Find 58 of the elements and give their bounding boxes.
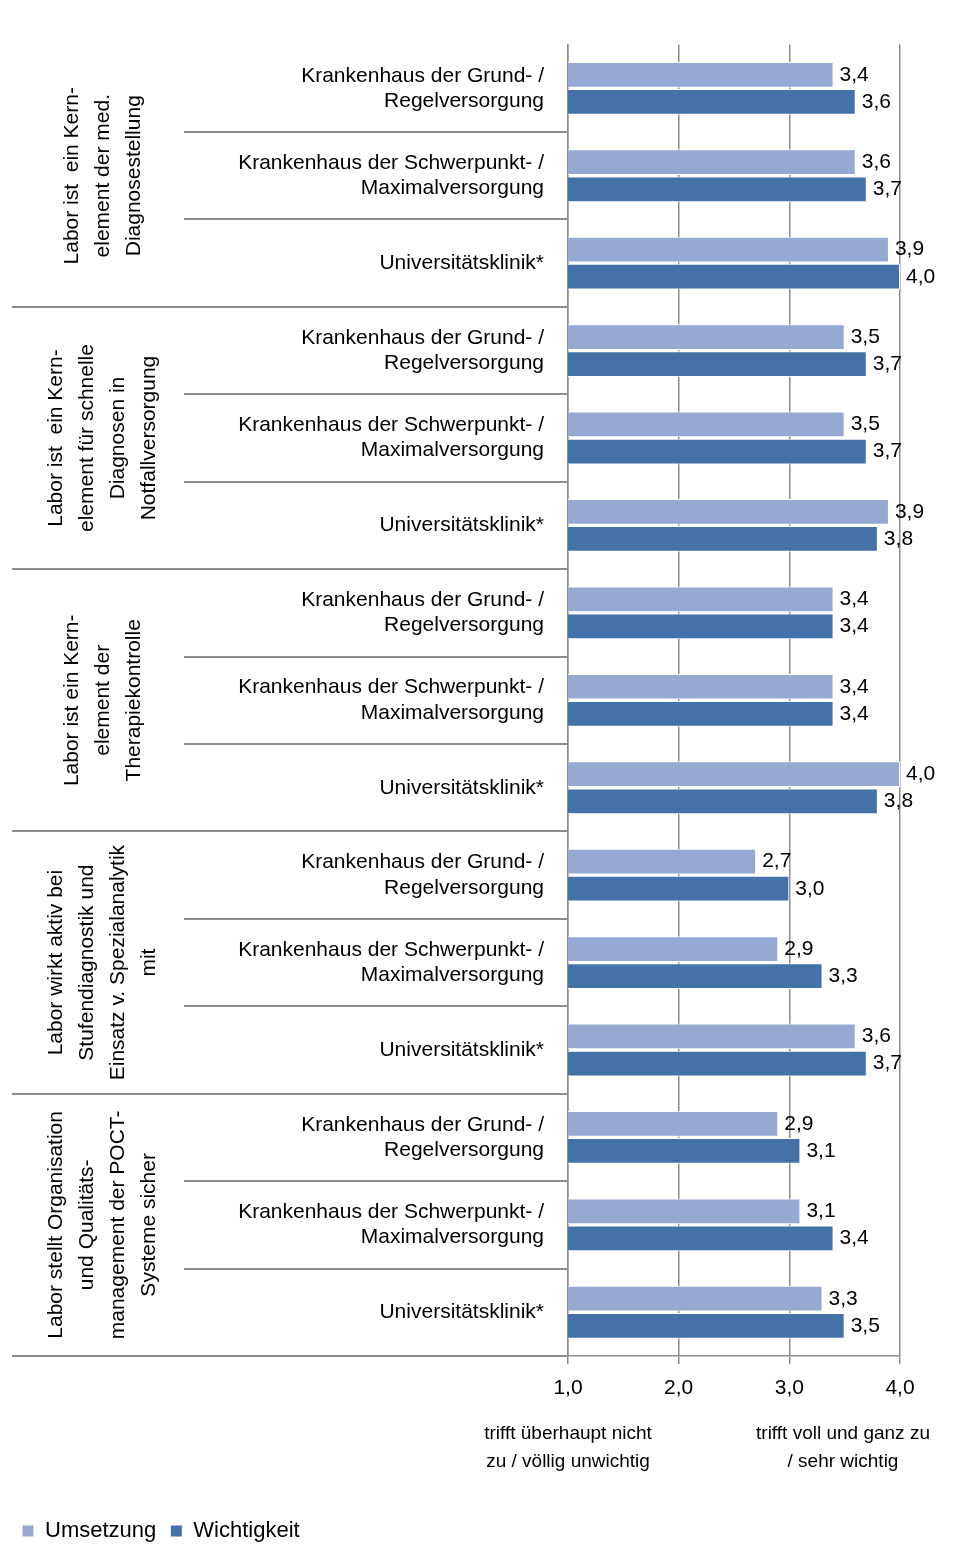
x-tick-label: 4,0 [885, 1375, 915, 1399]
text: Labor wirkt aktiv bei Stufendiagnostik und Einsatz v. Spezialanalytik mit [43, 844, 160, 1081]
data-label: 3,7 [872, 1050, 902, 1074]
data-label: 3,8 [883, 525, 914, 549]
data-label: 3,5 [850, 1312, 880, 1336]
text: trifft voll und ganz zu / sehr wichtig [756, 1421, 930, 1471]
data-label: 3,4 [839, 61, 870, 85]
data-label: 2,9 [784, 1110, 814, 1134]
text: trifft überhaupt nicht zu / völlig unwichtig [484, 1421, 653, 1471]
y-tick-label: Universitätsklinik* [379, 1299, 544, 1323]
text: Labor ist ein Kern- element der Therapiekontrolle [58, 614, 144, 787]
y-tick-label: Universitätsklinik* [379, 512, 544, 536]
legend-label: Umsetzung [45, 1517, 157, 1543]
y-tick-label: Krankenhaus der Schwerpunkt- / Maximalversorgung [238, 936, 545, 985]
data-label: 3,5 [850, 323, 880, 347]
y-tick-label: Universitätsklinik* [379, 774, 544, 798]
data-label: 3,5 [850, 411, 880, 435]
data-label: 3,1 [806, 1198, 836, 1222]
y-tick-label: Krankenhaus der Schwerpunkt- / Maximalversorgung [238, 149, 545, 199]
text: Labor stellt Organisation und Qualitäts- management der POCT- Systeme sicher [43, 1110, 160, 1340]
data-label: 3,3 [828, 962, 858, 986]
y-tick-label: Krankenhaus der Grund- / Regelversorgung [301, 324, 545, 373]
y-tick-label: Universitätsklinik* [379, 249, 544, 273]
data-label: 3,4 [839, 586, 870, 610]
data-label: 3,7 [872, 176, 902, 200]
data-label: 3,7 [872, 438, 902, 462]
data-label: 3,6 [861, 1023, 891, 1047]
y-tick-label: Krankenhaus der Schwerpunkt- / Maximalversorgung [238, 1199, 545, 1248]
data-label: 3,6 [861, 148, 891, 172]
data-label: 3,7 [872, 350, 902, 374]
y-tick-label: Krankenhaus der Schwerpunkt- / Maximalversorgung [238, 412, 545, 461]
y-tick-label: Krankenhaus der Grund- / Regelversorgung [301, 849, 545, 898]
y-tick-label: Krankenhaus der Grund- / Regelversorgung [301, 1111, 545, 1160]
data-label: 3,4 [839, 700, 870, 724]
data-label: 3,1 [806, 1137, 836, 1161]
data-label: 3,4 [839, 673, 870, 697]
data-label: 2,9 [784, 935, 814, 959]
data-label: 3,0 [795, 875, 825, 899]
y-tick-label: Krankenhaus der Grund- / Regelversorgung [301, 62, 545, 111]
data-label: 3,3 [828, 1285, 858, 1309]
data-label: 2,7 [762, 848, 792, 872]
legend-label: Wichtigkeit [193, 1517, 300, 1543]
data-label: 3,9 [894, 498, 925, 522]
x-tick-label: 3,0 [774, 1375, 804, 1399]
data-label: 4,0 [906, 760, 936, 784]
data-label: 3,6 [861, 88, 891, 112]
data-label: 4,0 [906, 263, 936, 287]
y-tick-label: Universitätsklinik* [379, 1036, 544, 1060]
data-label: 3,8 [883, 788, 914, 812]
data-label: 3,4 [839, 613, 870, 637]
text: Labor ist ein Kern- element der med. Diagnosestellung [58, 87, 144, 265]
y-tick-label: Krankenhaus der Grund- / Regelversorgung [301, 587, 545, 636]
data-label: 3,4 [839, 1225, 870, 1249]
x-tick-label: 1,0 [553, 1375, 583, 1399]
data-label: 3,9 [894, 236, 925, 260]
x-tick-label: 2,0 [664, 1375, 694, 1399]
text: Labor ist ein Kern- element für schnelle Diagnosen in Notfallversorgung [43, 344, 160, 532]
y-tick-label: Krankenhaus der Schwerpunkt- / Maximalversorgung [238, 674, 545, 723]
